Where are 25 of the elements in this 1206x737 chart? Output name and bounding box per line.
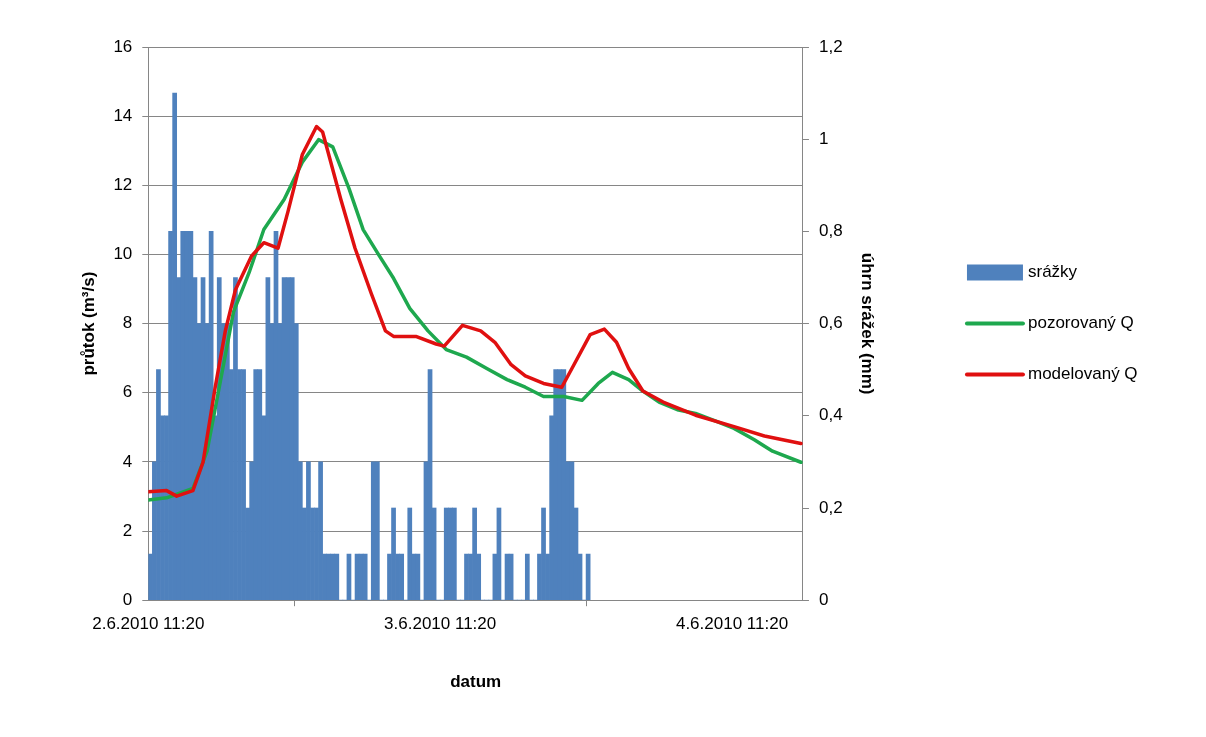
y-tick-label: 12	[113, 174, 133, 194]
y2-tick-label: 0,6	[818, 313, 843, 333]
y-tick-label: 8	[122, 313, 133, 333]
y2-tick-label: 0,4	[818, 405, 843, 425]
y-tick-label: 14	[113, 105, 133, 125]
x-tick-label: 2.6.2010 11:20	[92, 614, 205, 634]
y-tick-label: 10	[113, 244, 133, 264]
y-tick-label: 16	[113, 36, 133, 56]
y2-tick-label: 0	[818, 589, 829, 609]
legend-label: pozorovaný Q	[1027, 313, 1134, 333]
y-tick-label: 4	[122, 451, 133, 471]
y-tick-label: 2	[122, 520, 133, 540]
y2-tick-label: 0,8	[818, 221, 843, 241]
y2-tick-label: 1	[818, 128, 829, 148]
x-tick-label: 4.6.2010 11:20	[675, 614, 789, 634]
x-tick-label: 3.6.2010 11:20	[384, 614, 497, 634]
y2-axis-title: úhrn srážek (mm)	[858, 252, 878, 395]
legend-label: modelovaný Q	[1027, 364, 1138, 384]
y-tick-label: 6	[122, 382, 133, 402]
y2-tick-label: 0,2	[818, 497, 843, 517]
y-axis-title: průtok (m³/s)	[78, 271, 98, 376]
x-axis-title: datum	[450, 672, 502, 692]
y-tick-label: 0	[122, 589, 133, 609]
y2-tick-label: 1,2	[818, 36, 843, 56]
legend-label: srážky	[1027, 262, 1078, 282]
